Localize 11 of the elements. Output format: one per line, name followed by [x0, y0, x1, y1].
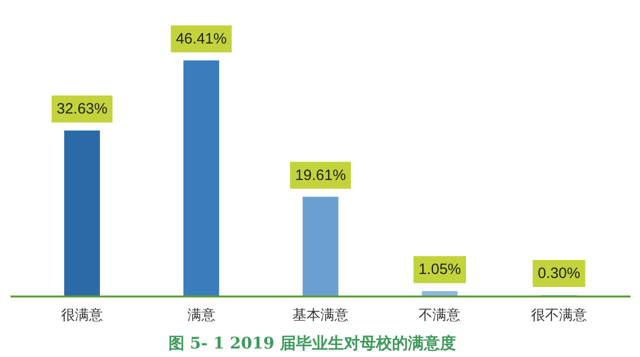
- x-tick-label: 基本满意: [292, 308, 348, 324]
- x-tick-label: 满意: [187, 308, 216, 324]
- data-label: 46.41%: [176, 30, 227, 48]
- data-label: 1.05%: [418, 261, 462, 278]
- x-tick-label: 不满意: [418, 308, 461, 324]
- data-label: 19.61%: [295, 166, 346, 184]
- text: 图 5- 1 2019 届毕业生对母校的满意度: [168, 334, 456, 352]
- data-label: 32.63%: [56, 100, 108, 118]
- x-tick-label: 很不满意: [530, 308, 587, 324]
- x-tick-label: 很满意: [61, 308, 104, 324]
- data-label: 0.30%: [538, 264, 580, 282]
